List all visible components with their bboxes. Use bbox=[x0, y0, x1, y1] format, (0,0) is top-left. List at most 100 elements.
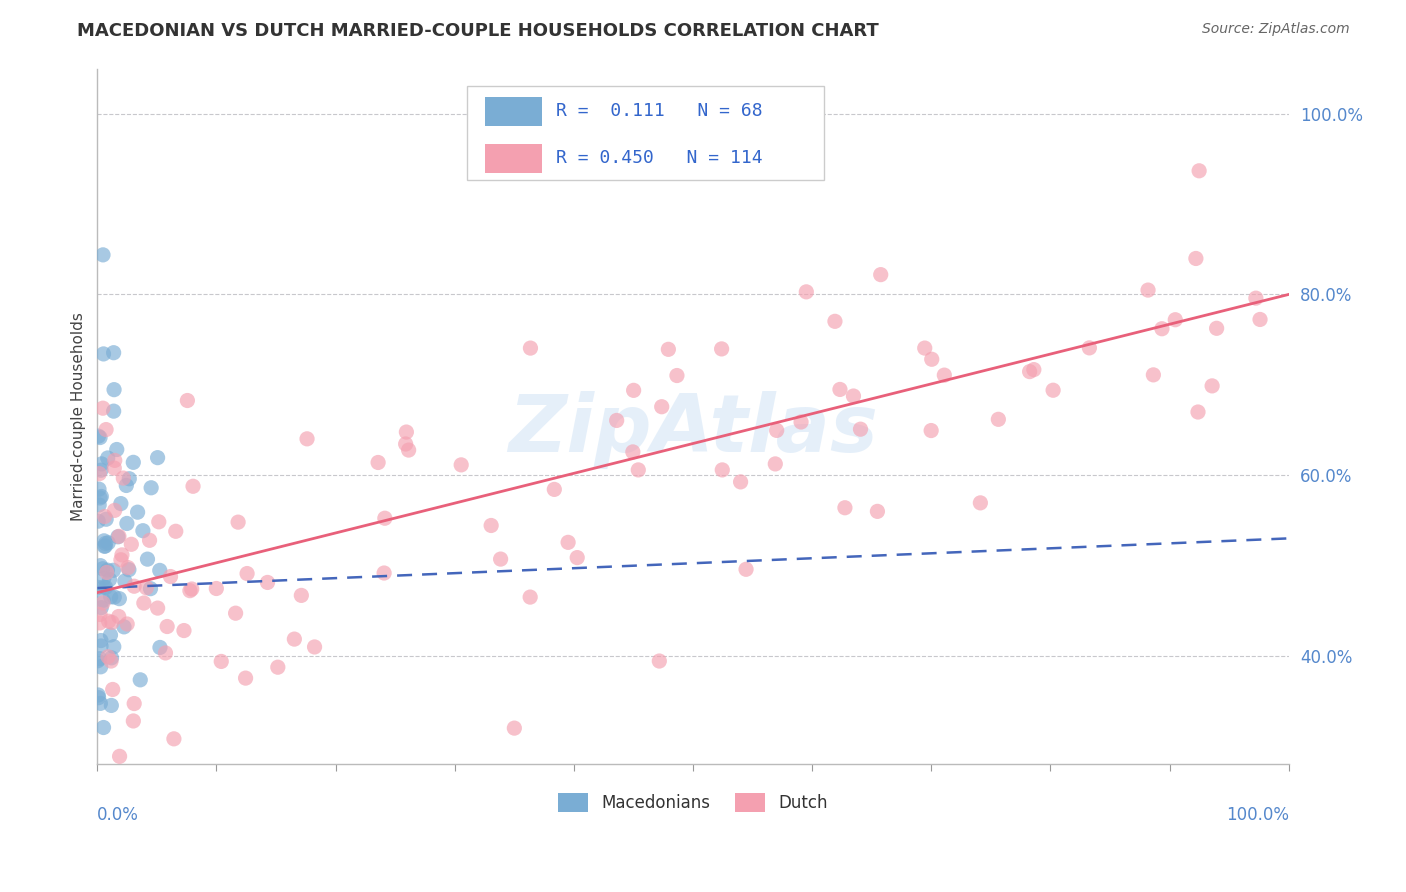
Point bbox=[90, 639, 112, 653]
Point bbox=[101, 615, 124, 630]
Point bbox=[163, 731, 186, 746]
Point bbox=[1185, 252, 1208, 266]
Point bbox=[108, 749, 131, 764]
Text: R =  0.111   N = 68: R = 0.111 N = 68 bbox=[555, 102, 762, 120]
Point bbox=[824, 314, 846, 328]
Point bbox=[89, 498, 111, 512]
Point bbox=[794, 285, 817, 299]
Point bbox=[98, 805, 121, 820]
Point bbox=[87, 654, 110, 668]
Point bbox=[146, 450, 169, 465]
Point bbox=[136, 552, 159, 566]
Point bbox=[225, 606, 247, 620]
Point bbox=[295, 432, 318, 446]
Point bbox=[623, 384, 645, 398]
Point bbox=[91, 596, 114, 610]
Point bbox=[91, 593, 114, 607]
Point bbox=[94, 581, 117, 595]
Point bbox=[110, 497, 132, 511]
Point bbox=[87, 688, 110, 702]
Point bbox=[87, 581, 110, 595]
Point bbox=[93, 580, 115, 594]
Point bbox=[159, 569, 181, 583]
Point bbox=[489, 552, 512, 566]
Legend: Macedonians, Dutch: Macedonians, Dutch bbox=[551, 786, 835, 819]
Point bbox=[90, 633, 112, 648]
Point bbox=[93, 721, 115, 735]
Point bbox=[209, 655, 232, 669]
Point bbox=[114, 574, 136, 588]
Point bbox=[93, 571, 115, 585]
Point bbox=[89, 431, 111, 445]
Point bbox=[93, 509, 115, 524]
Point bbox=[866, 504, 889, 518]
FancyBboxPatch shape bbox=[485, 97, 541, 126]
Point bbox=[763, 457, 786, 471]
Point bbox=[373, 566, 395, 580]
Point bbox=[94, 512, 117, 526]
Point bbox=[267, 660, 290, 674]
Point bbox=[94, 423, 117, 437]
Point bbox=[87, 482, 110, 496]
Point bbox=[149, 640, 172, 655]
Point bbox=[93, 533, 115, 548]
Point bbox=[557, 535, 579, 549]
Point bbox=[1018, 365, 1040, 379]
Point bbox=[100, 650, 122, 665]
Point bbox=[606, 413, 628, 427]
Point bbox=[1249, 312, 1271, 326]
Point bbox=[849, 422, 872, 436]
Y-axis label: Married-couple Households: Married-couple Households bbox=[72, 312, 86, 521]
Point bbox=[97, 536, 120, 550]
Point bbox=[89, 615, 111, 630]
Point bbox=[122, 697, 145, 711]
Point bbox=[543, 483, 565, 497]
Point bbox=[236, 566, 259, 581]
Point bbox=[117, 560, 139, 574]
Point bbox=[304, 640, 326, 654]
Point bbox=[129, 673, 152, 687]
Point bbox=[1137, 283, 1160, 297]
Point bbox=[105, 442, 128, 457]
Point bbox=[730, 475, 752, 489]
Point bbox=[139, 582, 162, 596]
Point bbox=[367, 455, 389, 469]
Point bbox=[842, 389, 865, 403]
Point bbox=[710, 342, 733, 356]
Point bbox=[132, 524, 155, 538]
Point bbox=[104, 453, 127, 467]
Point bbox=[89, 491, 111, 505]
Point bbox=[120, 537, 142, 551]
Point bbox=[103, 640, 125, 654]
Point bbox=[103, 383, 125, 397]
Point bbox=[91, 562, 114, 576]
Point bbox=[503, 721, 526, 735]
Point bbox=[103, 404, 125, 418]
Point bbox=[87, 690, 110, 705]
FancyBboxPatch shape bbox=[485, 144, 541, 173]
Point bbox=[87, 514, 110, 528]
Point bbox=[657, 343, 679, 357]
Point bbox=[226, 515, 249, 529]
Point bbox=[869, 268, 891, 282]
Point bbox=[398, 443, 420, 458]
Point bbox=[94, 536, 117, 550]
Point bbox=[112, 471, 135, 485]
Point bbox=[205, 582, 228, 596]
Point bbox=[90, 490, 112, 504]
Point bbox=[107, 609, 129, 624]
Point bbox=[115, 516, 138, 531]
Point bbox=[97, 614, 120, 628]
Text: 100.0%: 100.0% bbox=[1226, 806, 1289, 824]
Point bbox=[97, 649, 120, 664]
Point bbox=[127, 505, 149, 519]
Point bbox=[374, 511, 396, 525]
Point bbox=[648, 654, 671, 668]
Point bbox=[1188, 163, 1211, 178]
Point bbox=[665, 368, 688, 383]
Point bbox=[1150, 322, 1173, 336]
Point bbox=[256, 575, 278, 590]
Point bbox=[96, 563, 118, 577]
Text: Source: ZipAtlas.com: Source: ZipAtlas.com bbox=[1202, 22, 1350, 37]
Point bbox=[89, 697, 111, 711]
